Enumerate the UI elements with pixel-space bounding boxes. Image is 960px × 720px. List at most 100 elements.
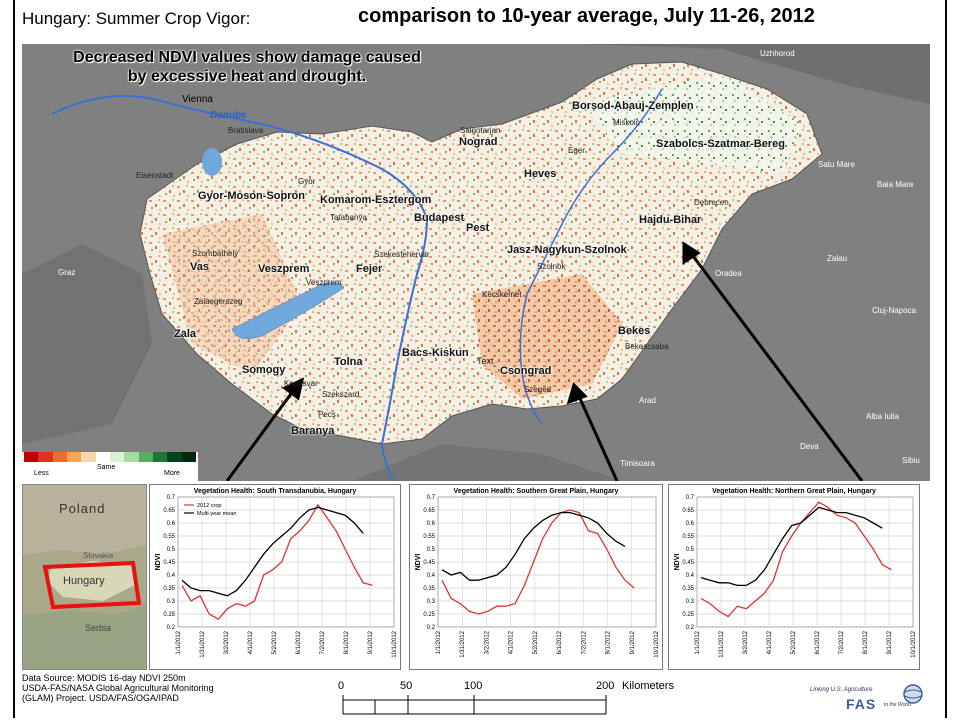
- city-label: Zalau: [827, 254, 848, 263]
- city-label: Pecs: [318, 410, 336, 419]
- y-tick-label: 0.3: [167, 599, 176, 605]
- y-tick-label: 0.5: [686, 547, 695, 553]
- lake-neusiedl: [202, 148, 222, 176]
- region-label: Csongrad: [500, 365, 552, 377]
- x-tick-label: 4/1/2012: [509, 630, 515, 654]
- x-tick-label: 9/1/2012: [368, 630, 374, 654]
- city-label: Graz: [58, 268, 76, 277]
- city-label: Zalaegerszeg: [194, 297, 243, 306]
- region-label: Bekes: [618, 325, 651, 337]
- city-label: Baia Mare: [877, 180, 914, 189]
- y-tick-label: 0.7: [427, 495, 436, 501]
- x-tick-label: 6/1/2012: [557, 630, 563, 654]
- lake-balaton: [231, 282, 345, 340]
- y-tick-label: 0.45: [163, 560, 175, 566]
- y-tick-label: 0.3: [686, 599, 695, 605]
- y-tick-label: 0.7: [167, 495, 176, 501]
- region-label: Szabolcs-Szatmar-Bereg: [656, 138, 785, 150]
- map-text-label: Text: [477, 356, 494, 366]
- x-tick-label: 6/1/2012: [815, 630, 821, 654]
- ndvi-legend: Less Same More: [22, 452, 198, 481]
- scale-tick-label: 100: [464, 680, 483, 692]
- city-label: Satu Mare: [818, 160, 855, 169]
- region-label: Bacs-Kiskun: [402, 347, 469, 359]
- x-tick-label: 3/2/2012: [224, 630, 230, 654]
- plot-area: [437, 496, 657, 628]
- region-label: Zala: [174, 328, 197, 340]
- y-tick-label: 0.65: [682, 508, 694, 514]
- header-left-title: Hungary: Summer Crop Vigor:: [22, 9, 251, 28]
- y-tick-label: 0.25: [682, 612, 694, 618]
- region-label: Borsod-Abauj-Zemplen: [572, 100, 694, 112]
- y-tick-label: 0.35: [423, 586, 435, 592]
- series-line: [700, 501, 892, 618]
- y-tick-label: 0.65: [423, 508, 435, 514]
- y-tick-label: 0.6: [427, 521, 436, 527]
- city-label: Gyor: [298, 177, 316, 186]
- legend-swatch: [38, 452, 53, 462]
- series-line: [181, 503, 373, 621]
- locator-hungary-label: Hungary: [63, 575, 105, 587]
- legend-swatch: [124, 452, 139, 462]
- x-tick-label: 7/2/2012: [581, 630, 587, 654]
- damage-arrows: [225, 241, 864, 481]
- x-tick-label: 5/2/2012: [791, 630, 797, 654]
- series-line: [181, 506, 364, 597]
- y-tick-label: 0.6: [167, 521, 176, 527]
- y-tick-label: 0.5: [167, 547, 176, 553]
- legend-swatch: [181, 452, 196, 462]
- region-label: Somogy: [242, 364, 286, 376]
- legend-swatch: [110, 452, 125, 462]
- river-label: Danube: [210, 110, 247, 121]
- city-label: Szombathely: [192, 249, 239, 258]
- y-tick-label: 0.6: [686, 521, 695, 527]
- y-tick-label: 0.25: [163, 612, 175, 618]
- footer-line: USDA-FAS/NASA Global Agricultural Monito…: [22, 683, 214, 693]
- y-tick-label: 0.7: [686, 495, 695, 501]
- city-label: Deva: [800, 442, 819, 451]
- legend-swatch: [153, 452, 168, 462]
- header-right-title: comparison to 10-year average, July 11-2…: [358, 5, 815, 27]
- y-tick-label: 0.4: [427, 573, 436, 579]
- logo-tail: to the World: [884, 702, 911, 708]
- scale-tick-label: 50: [400, 680, 413, 692]
- scale-unit-label: Kilometers: [622, 680, 674, 692]
- city-label: Eger: [568, 146, 585, 155]
- chart-title: Vegetation Health: Southern Great Plain,…: [453, 488, 619, 495]
- region-label: Gyor-Moson-Sopron: [198, 190, 305, 202]
- chart-svg: 0.7 0.65 0.6 0.55 0.5 0.45 0.4 0.35 0.3 0.25 0.2 ND…: [415, 495, 660, 658]
- x-tick-label: 5/2/2012: [272, 630, 278, 654]
- legend-entry: 2012 crop: [197, 503, 221, 509]
- x-tick-label: 5/2/2012: [533, 630, 539, 654]
- chart-southern-great-plain: Vegetation Health: Southern Great Plain,…: [409, 484, 663, 670]
- legend-less-label: Less: [34, 470, 49, 477]
- legend-swatch: [52, 452, 67, 462]
- region-label: Pest: [466, 222, 490, 234]
- city-label: Miskolc: [613, 118, 640, 127]
- city-label: Kecskemet: [482, 290, 522, 299]
- city-label: Alba Iulia: [866, 412, 899, 421]
- map-subtitle-line1: Decreased NDVI values show damage caused: [73, 49, 421, 66]
- y-tick-label: 0.45: [682, 560, 694, 566]
- chart-title: Vegetation Health: Northern Great Plain,…: [712, 488, 876, 495]
- region-label: Tolna: [334, 356, 363, 368]
- y-tick-label: 0.4: [686, 573, 695, 579]
- x-tick-label: 1/1/2012: [436, 630, 442, 654]
- city-label: Uzhhorod: [760, 49, 795, 58]
- region-label: Heves: [524, 168, 557, 180]
- region-label: Budapest: [414, 212, 465, 224]
- x-tick-label: 10/1/2012: [654, 630, 660, 657]
- region-label: Baranya: [291, 425, 335, 437]
- city-label: Salgotarjan: [460, 126, 501, 135]
- city-label: Vienna: [182, 94, 213, 105]
- globe-icon: [903, 684, 923, 704]
- plot-area: [177, 496, 395, 628]
- city-label: Kaposvar: [284, 379, 318, 388]
- x-tick-label: 4/1/2012: [767, 630, 773, 654]
- legend-entry: Multi-year mean: [197, 511, 236, 517]
- x-tick-label: 3/2/2012: [484, 630, 490, 654]
- logo-name: FAS: [846, 696, 877, 712]
- series-line: [441, 511, 626, 581]
- x-tick-label: 1/1/2012: [176, 630, 182, 654]
- region-label: Jasz-Nagykun-Szolnok: [507, 244, 627, 256]
